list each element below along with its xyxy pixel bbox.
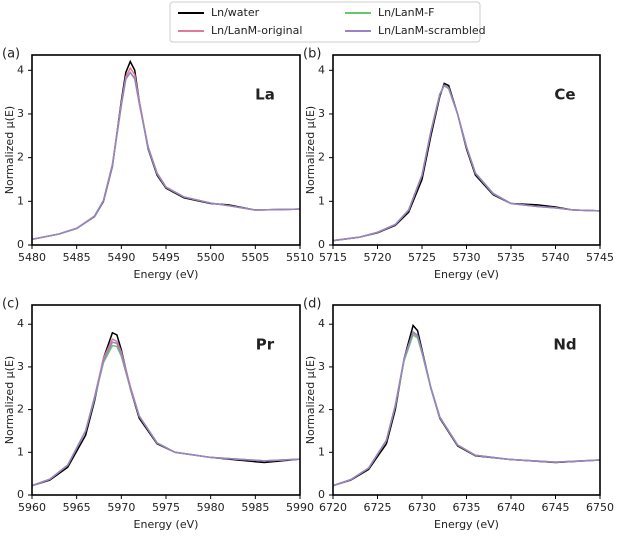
y-axis-label: Normalized μ(E) [3,106,16,194]
y-tick-label: 3 [318,360,325,373]
x-tick-label: 5960 [18,501,46,514]
panel-label: (c) [2,297,19,312]
series-line [31,344,301,487]
x-tick-label: 5740 [542,251,570,264]
x-tick-label: 5490 [107,251,135,264]
y-tick-label: 0 [318,238,325,251]
y-axis-label: Normalized μ(E) [304,356,317,444]
plot-frame [31,304,301,496]
y-axis-label: Normalized μ(E) [304,106,317,194]
element-label: Pr [256,336,275,354]
y-tick-label: 4 [318,317,325,330]
x-tick-label: 5980 [197,501,225,514]
y-tick-label: 1 [318,445,325,458]
series-line [332,330,601,487]
x-tick-label: 5965 [63,501,91,514]
legend-label: Ln/LanM-original [211,24,302,37]
y-tick-label: 1 [17,194,24,207]
series-line [31,338,301,487]
legend-label: Ln/water [211,6,260,19]
x-tick-label: 5975 [152,501,180,514]
y-tick-label: 4 [318,63,325,76]
y-tick-label: 1 [17,445,24,458]
x-tick-label: 5745 [586,251,614,264]
x-tick-label: 5510 [286,251,314,264]
x-tick-label: 5715 [319,251,347,264]
panel-label: (b) [303,47,321,62]
x-tick-label: 6740 [497,501,525,514]
plot-frame [31,54,301,246]
y-tick-label: 1 [318,194,325,207]
x-tick-label: 5495 [152,251,180,264]
y-tick-label: 4 [17,317,24,330]
x-tick-label: 6735 [453,501,481,514]
x-tick-label: 6750 [586,501,614,514]
x-tick-label: 5480 [18,251,46,264]
panel-label: (d) [303,297,321,312]
series-line [31,71,301,241]
series-line [332,82,601,242]
x-tick-label: 6745 [542,501,570,514]
x-tick-label: 6720 [319,501,347,514]
element-label: Nd [553,336,576,354]
series-line [31,331,301,487]
element-label: Ce [554,86,575,104]
y-tick-label: 2 [318,151,325,164]
y-tick-label: 3 [318,107,325,120]
x-tick-label: 6730 [408,501,436,514]
x-axis-label: Energy (eV) [134,268,199,281]
x-axis-label: Energy (eV) [434,518,499,531]
y-tick-label: 2 [17,151,24,164]
x-tick-label: 6725 [364,501,392,514]
element-label: La [255,86,275,104]
x-tick-label: 5505 [241,251,269,264]
legend-label: Ln/LanM-scrambled [378,24,486,37]
x-tick-label: 5500 [197,251,225,264]
x-tick-label: 5720 [364,251,392,264]
legend-box [169,1,481,43]
y-tick-label: 0 [17,488,24,501]
y-tick-label: 0 [17,238,24,251]
panel-label: (a) [2,47,20,62]
y-tick-label: 2 [318,403,325,416]
y-tick-label: 4 [17,63,24,76]
x-tick-label: 5970 [107,501,135,514]
y-tick-label: 3 [17,107,24,120]
x-tick-label: 5990 [286,501,314,514]
series-line [31,341,301,487]
legend-label: Ln/LanM-F [378,6,434,19]
y-tick-label: 0 [318,488,325,501]
x-tick-label: 5985 [241,501,269,514]
x-axis-label: Energy (eV) [434,268,499,281]
x-tick-label: 5725 [408,251,436,264]
y-tick-label: 2 [17,403,24,416]
series-line [332,84,601,242]
plot-frame [332,304,601,496]
series-line [332,84,601,242]
series-line [332,84,601,242]
x-axis-label: Energy (eV) [134,518,199,531]
y-axis-label: Normalized μ(E) [3,356,16,444]
x-tick-label: 5735 [497,251,525,264]
x-tick-label: 5730 [453,251,481,264]
y-tick-label: 3 [17,360,24,373]
x-tick-label: 5485 [63,251,91,264]
